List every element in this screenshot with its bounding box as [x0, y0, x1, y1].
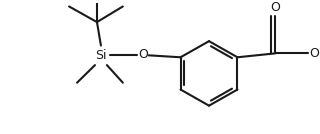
Text: O: O	[309, 47, 319, 60]
Text: Si: Si	[95, 49, 107, 62]
Text: O: O	[270, 1, 280, 14]
Text: O: O	[138, 48, 148, 61]
